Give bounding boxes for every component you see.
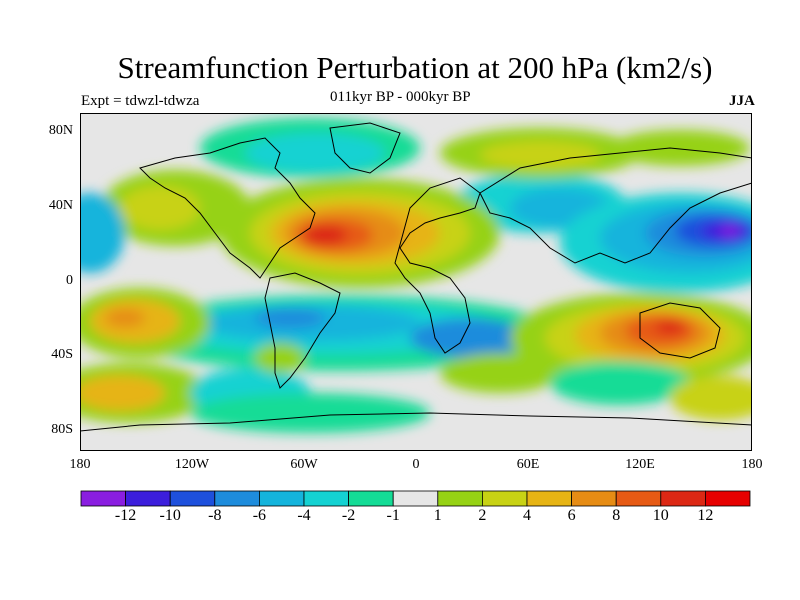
colorbar-label: -10: [159, 507, 181, 524]
coastlines: [80, 122, 752, 432]
colorbar-label: 2: [478, 507, 487, 524]
lon-label-120w: 120W: [174, 457, 210, 472]
map-frame: [80, 113, 752, 451]
colorbar-swatch: [705, 490, 751, 507]
colorbar-swatch: [303, 490, 349, 507]
colorbar-label: -8: [208, 507, 222, 524]
season-label: JJA: [729, 93, 755, 109]
lat-label-eq: 0: [66, 273, 73, 288]
lon-label-120e: 120E: [625, 457, 655, 472]
colorbar-swatch: [615, 490, 662, 507]
lat-label-40n: 40N: [48, 198, 73, 213]
lon-label-180w: 180: [69, 457, 91, 472]
lat-label-80s: 80S: [51, 422, 73, 437]
colorbar-swatch: [169, 490, 216, 507]
lon-label-0: 0: [412, 457, 420, 472]
colorbar-swatch: [571, 490, 617, 507]
colorbar-swatch: [125, 490, 171, 507]
lon-label-60w: 60W: [290, 457, 318, 472]
streamfunction-map: [80, 113, 752, 451]
colorbar-label: -6: [252, 507, 267, 524]
map-title: Streamfunction Perturbation at 200 hPa (…: [117, 50, 713, 85]
contour-fields: [80, 118, 752, 433]
colorbar-swatch: [214, 490, 260, 507]
colorbar-label: 12: [697, 507, 714, 524]
colorbar-swatch: [348, 490, 394, 507]
colorbar-swatch: [437, 490, 483, 507]
colorbar-label: 4: [523, 507, 531, 524]
lat-label-80n: 80N: [48, 123, 73, 138]
colorbar-label: 8: [612, 507, 621, 524]
colorbar-label: -1: [386, 507, 400, 524]
colorbar-swatch: [392, 490, 439, 507]
period-label: 011kyr BP - 000kyr BP: [330, 89, 471, 105]
colorbar-label: 1: [433, 507, 442, 524]
lon-label-180e: 180: [741, 457, 763, 472]
colorbar-swatch: [660, 490, 706, 507]
lon-label-60e: 60E: [516, 457, 540, 472]
colorbar-swatch: [258, 490, 305, 507]
colorbar-label: 6: [567, 507, 576, 524]
colorbar-label: -12: [114, 507, 137, 524]
lat-label-40s: 40S: [51, 347, 73, 362]
colorbar-label: -4: [297, 507, 311, 524]
experiment-label: Expt = tdwzl-tdwza: [81, 93, 200, 109]
colorbar-label: -2: [341, 507, 356, 524]
colorbar-swatch: [481, 490, 528, 507]
colorbar-swatch: [80, 490, 126, 507]
colorbar-label: 10: [652, 507, 669, 524]
colorbar-swatch: [526, 490, 572, 507]
